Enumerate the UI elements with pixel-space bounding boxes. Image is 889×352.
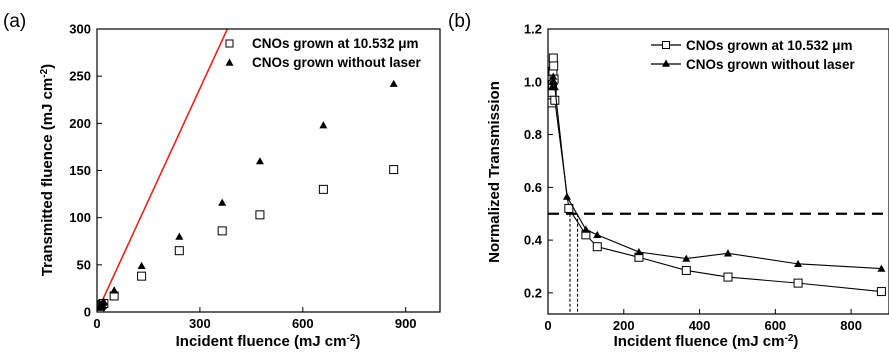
- panel-a-legend: CNOs grown at 10.532 μm CNOs grown witho…: [225, 36, 422, 70]
- panel-a-x-close: ): [355, 333, 360, 350]
- y-tick-label: 150: [69, 163, 91, 178]
- data-point-open-square: [876, 287, 886, 297]
- legend-label-series-2: CNOs grown without laser: [686, 57, 856, 72]
- data-point-open-square: [793, 278, 803, 288]
- y-tick-label: 1.0: [524, 74, 542, 89]
- panel-a-x-axis-label: Incident fluence (mJ cm-2): [176, 333, 361, 351]
- series-line-1: [551, 58, 882, 293]
- linear-reference-line: [97, 29, 229, 312]
- data-point-open-square: [564, 203, 574, 213]
- panel-a-marks: [97, 29, 399, 312]
- data-point-open-square: [137, 271, 147, 281]
- panel-b-label: (b): [448, 11, 471, 32]
- x-tick-label: 0: [544, 318, 551, 333]
- x-tick-label: 300: [189, 316, 211, 331]
- panel-b: (b) 0 200 400 600 800 0.2 0.4 0.6 0.8 1.0 1.2 CNOs…: [448, 11, 889, 350]
- data-point-open-square: [550, 95, 560, 105]
- y-tick-label: 50: [77, 257, 91, 272]
- y-tick-label: 200: [69, 116, 91, 131]
- series-line-2: [551, 76, 882, 270]
- data-point-open-square: [681, 265, 691, 275]
- data-point-filled-triangle: [593, 230, 602, 239]
- data-point-filled-triangle: [137, 261, 146, 269]
- data-point-filled-triangle: [581, 225, 590, 233]
- data-point-open-square: [174, 246, 184, 256]
- panel-a-y-close: ): [39, 64, 56, 69]
- legend-label-series-1: CNOs grown at 10.532 μm: [686, 38, 853, 53]
- plot-area: [548, 53, 889, 314]
- data-point-filled-triangle: [549, 72, 558, 80]
- data-point-filled-triangle: [110, 286, 119, 294]
- data-point-filled-triangle: [99, 297, 108, 305]
- data-point-filled-triangle: [389, 79, 398, 87]
- panel-b-x-axis-label-text: Incident fluence (mJ cm: [614, 333, 785, 350]
- panel-b-x-axis-label: Incident fluence (mJ cm-2): [614, 333, 799, 351]
- data-point-open-square: [548, 53, 558, 63]
- y-tick-label: 0: [84, 305, 91, 320]
- data-point-filled-triangle: [877, 264, 886, 272]
- x-tick-label: 800: [840, 318, 862, 333]
- data-point-filled-triangle: [562, 192, 571, 200]
- x-tick-label: 0: [93, 316, 100, 331]
- data-point-filled-triangle: [319, 121, 328, 129]
- legend-label-series-2: CNOs grown without laser: [252, 55, 422, 70]
- panel-a-x-axis-label-text: Incident fluence (mJ cm: [176, 333, 347, 350]
- x-tick-label: 600: [292, 316, 314, 331]
- data-point-filled-triangle: [794, 259, 803, 268]
- x-tick-label: 200: [613, 318, 635, 333]
- y-tick-label: 1.2: [524, 22, 542, 37]
- y-tick-label: 300: [69, 22, 91, 37]
- data-point-filled-triangle: [175, 232, 184, 240]
- panel-a-frame: [96, 28, 441, 313]
- data-point-open-square: [389, 165, 399, 175]
- legend-filled-triangle-marker: [225, 58, 234, 66]
- legend-open-square-marker: [662, 41, 670, 49]
- panel-a-y-axis-label: Transmitted fluence (mJ cm-2): [39, 64, 57, 276]
- data-point-filled-triangle: [550, 83, 559, 91]
- data-point-filled-triangle: [218, 198, 227, 206]
- panel-a-y-axis-label-text: Transmitted fluence (mJ cm: [39, 78, 56, 276]
- y-tick-label: 100: [69, 210, 91, 225]
- panel-a-label: (a): [3, 11, 26, 32]
- data-point-open-square: [592, 242, 602, 252]
- y-tick-label: 0.2: [524, 285, 542, 300]
- data-point-open-square: [549, 61, 559, 71]
- data-point-filled-triangle: [550, 77, 559, 85]
- legend-filled-triangle-marker: [662, 59, 670, 67]
- y-tick-label: 0.4: [524, 233, 543, 248]
- y-tick-label: 0.6: [524, 180, 542, 195]
- data-point-filled-triangle: [723, 249, 732, 257]
- x-tick-label: 900: [395, 316, 417, 331]
- panel-b-legend: CNOs grown at 10.532 μm CNOs grown witho…: [651, 38, 856, 72]
- x-tick-label: 400: [689, 318, 711, 333]
- panel-b-x-exponent: -2: [784, 333, 793, 344]
- data-point-filled-triangle: [255, 157, 264, 165]
- data-point-open-square: [723, 272, 733, 282]
- data-point-open-square: [255, 210, 265, 220]
- legend-label-series-1: CNOs grown at 10.532 μm: [252, 36, 419, 51]
- panel-a-ticks: 0 300 600 900 0 50 100 150 200 250 300: [69, 22, 416, 332]
- panel-a-y-exponent: -2: [39, 68, 50, 77]
- data-point-open-square: [217, 226, 227, 236]
- panel-a: (a) 0 300 600 900 0 50 100 150 200 250 300 CNOs gr…: [3, 11, 441, 351]
- data-point-open-square: [318, 184, 328, 194]
- y-tick-label: 0.8: [524, 127, 542, 142]
- panel-b-frame: [547, 28, 889, 315]
- panel-b-x-close: ): [793, 333, 798, 350]
- panel-b-ticks: 0 200 400 600 800 0.2 0.4 0.6 0.8 1.0 1.2: [524, 22, 862, 334]
- panel-b-marks: [548, 53, 889, 314]
- data-point-filled-triangle: [682, 254, 691, 262]
- legend-open-square-marker: [225, 39, 234, 48]
- x-tick-label: 600: [764, 318, 786, 333]
- plot-area: [97, 29, 399, 312]
- data-point-filled-triangle: [634, 247, 643, 256]
- y-tick-label: 250: [69, 69, 91, 84]
- panel-a-x-exponent: -2: [346, 333, 355, 344]
- panel-b-y-axis-label: Normalized Transmission: [486, 81, 503, 263]
